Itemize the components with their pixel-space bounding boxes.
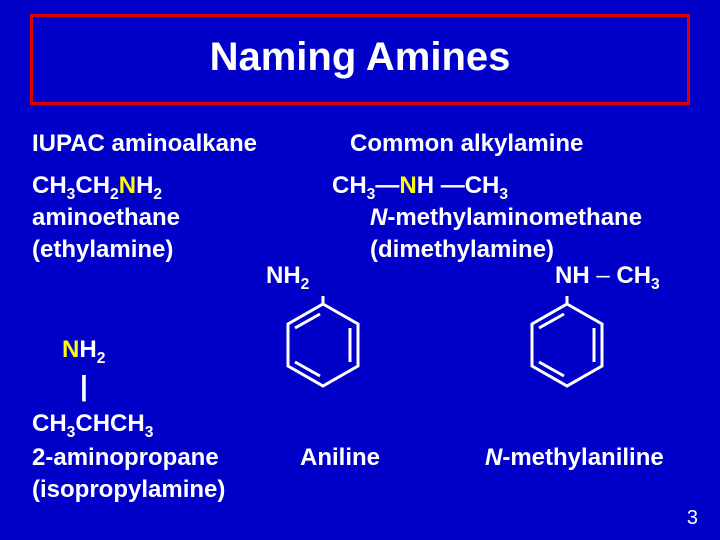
formula-dimethylamine: CH3—NH —CH3 [332,172,508,200]
bond-bar: | [80,370,88,402]
page-number: 3 [687,507,698,530]
benzene-aniline [280,296,366,396]
name-dimethylamine: (dimethylamine) [370,236,554,264]
name-n-methylaminomethane: N-methylaminomethane [370,204,642,232]
slide-title: Naming Amines [33,35,687,80]
name-ethylamine: (ethylamine) [32,236,173,264]
formula-aminoethane: CH3CH2NH2 [32,172,162,200]
label-n-methylaniline: N-methylaniline [485,444,664,472]
title-box: Naming Amines [30,14,690,105]
name-2-aminopropane: 2-aminopropane [32,444,219,472]
header-iupac: IUPAC aminoalkane [32,130,257,158]
nh2-marker: NH2 [62,336,105,364]
name-aminoethane: aminoethane [32,204,180,232]
benzene-nma [524,296,610,396]
label-aniline: Aniline [300,444,380,472]
nma-nh-label: NH – CH3 [555,262,660,290]
formula-isopropylamine: CH3CHCH3 [32,410,153,438]
aniline-nh2-label: NH2 [266,262,309,290]
header-common: Common alkylamine [350,130,583,158]
name-isopropylamine: (isopropylamine) [32,476,225,504]
